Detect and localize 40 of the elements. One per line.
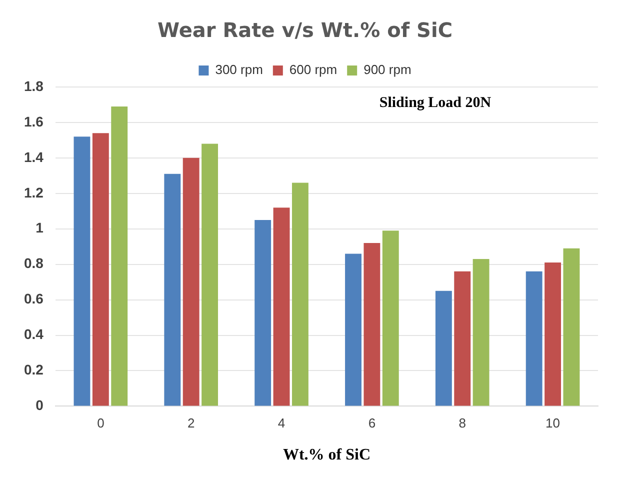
x-axis-title: Wt.% of SiC <box>282 446 371 464</box>
x-tick-label: 0 <box>97 416 104 431</box>
chart-title: Wear Rate v/s Wt.% of SiC <box>158 18 452 42</box>
y-tick-label: 1 <box>36 220 44 236</box>
bar <box>563 248 580 406</box>
x-tick-label: 6 <box>368 416 376 431</box>
y-tick-label: 1.8 <box>24 78 44 94</box>
bar <box>182 158 200 406</box>
y-tick-label: 0.2 <box>24 362 44 378</box>
bar <box>111 106 128 406</box>
y-tick-label: 1.4 <box>24 148 44 165</box>
x-tick-label: 4 <box>278 416 286 431</box>
bar <box>273 208 290 406</box>
y-tick-label: 0 <box>36 397 44 414</box>
bar <box>345 254 362 406</box>
y-tick-label: 0.8 <box>24 255 44 272</box>
bar <box>382 230 399 406</box>
bar <box>454 271 471 406</box>
bar <box>202 144 218 406</box>
bar <box>254 220 272 406</box>
bar <box>164 174 181 406</box>
y-tick-label: 1.2 <box>24 184 44 200</box>
x-tick-label: 10 <box>546 416 560 431</box>
bar <box>364 243 380 406</box>
y-tick-label: 0.6 <box>24 290 44 307</box>
bar <box>74 136 90 406</box>
y-tick-label: 1.6 <box>24 113 44 130</box>
x-tick-label: 2 <box>187 416 195 431</box>
bar <box>435 290 452 406</box>
x-tick-label: 8 <box>458 416 466 431</box>
annotation: Sliding Load 20N <box>379 94 492 111</box>
legend-label: 300 rpm <box>215 62 263 78</box>
legend-label: 900 rpm <box>364 62 412 78</box>
bar <box>292 182 308 406</box>
bar <box>526 271 542 406</box>
legend-label: 600 rpm <box>289 62 338 78</box>
bar <box>472 259 490 406</box>
y-tick-label: 0.4 <box>24 326 44 342</box>
bar <box>92 133 109 406</box>
bar <box>544 262 562 406</box>
